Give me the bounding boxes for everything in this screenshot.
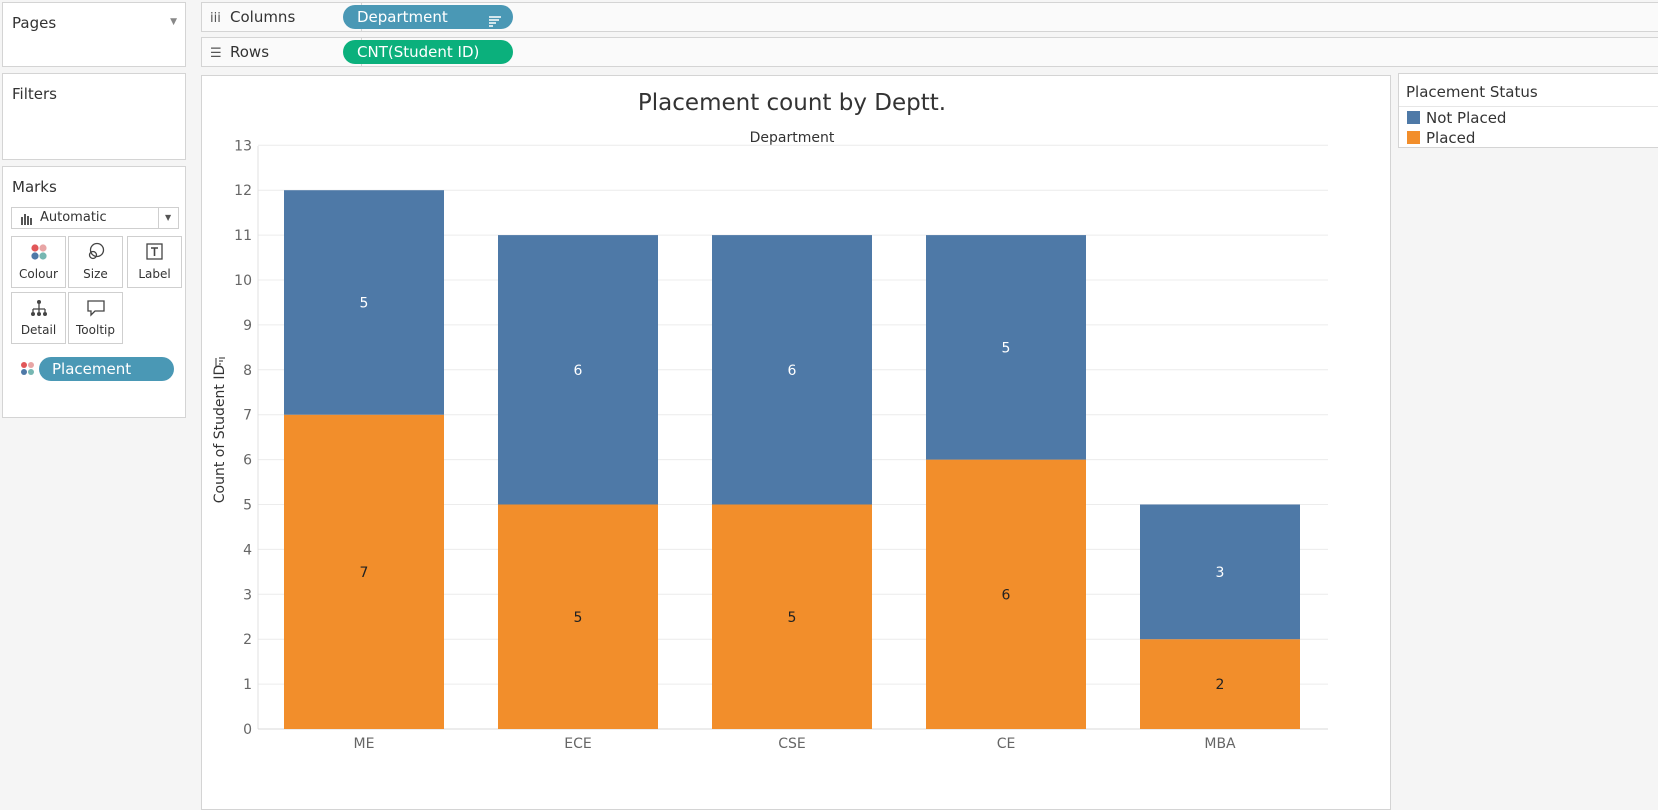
marks-panel: Marks Automatic ▼ Colour Size Label Deta… bbox=[2, 166, 186, 418]
marks-title: Marks bbox=[12, 178, 57, 196]
mark-type-divider bbox=[158, 208, 159, 228]
y-tick-label: 11 bbox=[234, 228, 252, 244]
y-tick-label: 0 bbox=[243, 722, 252, 738]
bar-placed-me[interactable] bbox=[284, 414, 444, 729]
y-tick-label: 5 bbox=[243, 498, 252, 514]
detail-label: Detail bbox=[20, 323, 57, 337]
y-tick-label: 8 bbox=[243, 363, 252, 379]
data-label-placed-cse: 5 bbox=[788, 610, 797, 626]
bar-not-placed-cse[interactable] bbox=[712, 235, 872, 505]
y-axis-sort-icon[interactable] bbox=[215, 357, 225, 366]
legend-swatch-not-placed bbox=[1407, 111, 1420, 124]
tooltip-icon bbox=[69, 298, 122, 322]
x-tick-label: MBA bbox=[1204, 736, 1236, 752]
stacked-bar-chart: Placement count by Deptt. Department Cou… bbox=[212, 90, 1328, 752]
columns-shelf: iii Columns Department bbox=[201, 2, 1658, 32]
y-tick-label: 4 bbox=[243, 542, 252, 558]
size-button[interactable]: Size bbox=[68, 236, 123, 288]
bar-not-placed-ece[interactable] bbox=[498, 235, 658, 505]
y-tick-label: 13 bbox=[234, 138, 252, 154]
bar-placed-ece[interactable] bbox=[498, 504, 658, 730]
size-label: Size bbox=[83, 267, 108, 281]
department-pill-label: Department bbox=[357, 8, 448, 26]
detail-button[interactable]: Detail bbox=[11, 292, 66, 344]
bar-placed-mba[interactable] bbox=[1140, 639, 1300, 729]
data-label-not-placed-cse: 6 bbox=[788, 363, 797, 379]
data-label-placed-me: 7 bbox=[360, 565, 369, 581]
data-label-not-placed-me: 5 bbox=[360, 295, 369, 311]
cnt-student-id-pill[interactable]: CNT(Student ID) bbox=[343, 40, 513, 64]
x-tick-label: CE bbox=[997, 736, 1016, 752]
column-header: Department bbox=[750, 130, 835, 146]
filters-title: Filters bbox=[12, 85, 57, 103]
legend-header-divider bbox=[1399, 106, 1658, 107]
rows-label: Rows bbox=[230, 43, 270, 61]
label-button[interactable]: Label bbox=[127, 236, 182, 288]
colour-encoding-icon bbox=[20, 361, 36, 381]
colour-button[interactable]: Colour bbox=[11, 236, 66, 288]
y-tick-label: 10 bbox=[234, 273, 252, 289]
legend-label-placed: Placed bbox=[1426, 129, 1476, 147]
chevron-down-icon: ▼ bbox=[165, 213, 172, 222]
label-label: Label bbox=[138, 267, 171, 281]
bar-placed-ce[interactable] bbox=[926, 459, 1086, 729]
y-tick-label: 9 bbox=[243, 318, 252, 334]
data-label-not-placed-ce: 5 bbox=[1002, 340, 1011, 356]
bar-chart-icon bbox=[21, 212, 33, 232]
department-pill[interactable]: Department bbox=[343, 5, 513, 29]
pages-dropdown-icon[interactable]: ▼ bbox=[170, 17, 177, 27]
y-tick-label: 2 bbox=[243, 632, 252, 648]
data-label-not-placed-mba: 3 bbox=[1216, 565, 1225, 581]
legend-item-placed[interactable]: Placed bbox=[1407, 129, 1475, 147]
y-axis-label: Count of Student ID bbox=[212, 365, 228, 503]
pages-title: Pages bbox=[12, 14, 57, 32]
pages-panel: Pages ▼ bbox=[2, 2, 186, 67]
bar-not-placed-me[interactable] bbox=[284, 190, 444, 415]
tooltip-label: Tooltip bbox=[76, 323, 115, 337]
y-tick-label: 3 bbox=[243, 587, 252, 603]
rows-icon: ☰ bbox=[210, 46, 222, 61]
colour-field-pill[interactable]: Placement Stat.. bbox=[39, 357, 174, 402]
chart-panel: Placement count by Deptt. Department Cou… bbox=[201, 75, 1391, 810]
rows-shelf: ☰ Rows CNT(Student ID) bbox=[201, 37, 1658, 67]
columns-shelf-label-area: iii Columns bbox=[202, 3, 362, 31]
legend-item-not-placed[interactable]: Not Placed bbox=[1407, 109, 1506, 127]
legend-label-not-placed: Not Placed bbox=[1426, 109, 1507, 127]
columns-icon: iii bbox=[210, 11, 221, 26]
legend-panel: Placement Status Not Placed Placed bbox=[1398, 73, 1658, 148]
bar-not-placed-mba[interactable] bbox=[1140, 504, 1300, 640]
size-icon bbox=[69, 242, 122, 266]
data-label-placed-ce: 6 bbox=[1002, 587, 1011, 603]
legend-title: Placement Status bbox=[1406, 83, 1538, 101]
x-tick-label: CSE bbox=[778, 736, 806, 752]
bar-placed-cse[interactable] bbox=[712, 504, 872, 730]
data-label-not-placed-ece: 6 bbox=[574, 363, 583, 379]
tooltip-button[interactable]: Tooltip bbox=[68, 292, 123, 344]
legend-swatch-placed bbox=[1407, 131, 1420, 144]
colour-icon bbox=[12, 242, 65, 266]
y-tick-label: 6 bbox=[243, 453, 252, 469]
mark-type-dropdown[interactable]: Automatic ▼ bbox=[11, 207, 179, 229]
x-tick-label: ECE bbox=[564, 736, 591, 752]
y-tick-label: 12 bbox=[234, 183, 252, 199]
detail-icon bbox=[12, 298, 65, 322]
y-tick-label: 7 bbox=[243, 408, 252, 424]
columns-label: Columns bbox=[230, 8, 296, 26]
data-label-placed-ece: 5 bbox=[574, 610, 583, 626]
rows-shelf-label-area: ☰ Rows bbox=[202, 38, 362, 66]
y-tick-label: 1 bbox=[243, 677, 252, 693]
bar-not-placed-ce[interactable] bbox=[926, 235, 1086, 460]
colour-label: Colour bbox=[19, 267, 58, 281]
chart-title: Placement count by Deptt. bbox=[638, 90, 946, 116]
mark-type-label: Automatic bbox=[40, 210, 107, 225]
sort-icon bbox=[489, 11, 501, 35]
x-tick-label: ME bbox=[354, 736, 375, 752]
filters-panel[interactable]: Filters bbox=[2, 73, 186, 160]
label-icon bbox=[128, 242, 181, 266]
data-label-placed-mba: 2 bbox=[1216, 677, 1225, 693]
